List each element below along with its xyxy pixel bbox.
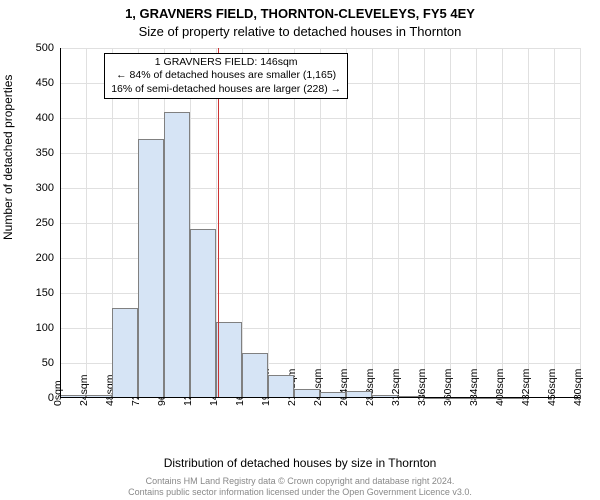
- x-tick-label: 240sqm: [312, 369, 324, 406]
- y-tick-label: 350: [36, 147, 54, 159]
- chart-title-line1: 1, GRAVNERS FIELD, THORNTON-CLEVELEYS, F…: [0, 6, 600, 21]
- x-tick-label: 288sqm: [364, 369, 376, 406]
- y-tick-label: 100: [36, 322, 54, 334]
- x-tick-label: 0sqm: [52, 380, 64, 406]
- footer-copyright-line2: Contains public sector information licen…: [0, 487, 600, 497]
- grid-line-vertical: [86, 48, 87, 398]
- grid-line-vertical: [294, 48, 295, 398]
- histogram-bar: [242, 353, 268, 399]
- grid-line-vertical: [528, 48, 529, 398]
- grid-line-vertical: [450, 48, 451, 398]
- y-tick-label: 500: [36, 42, 54, 54]
- x-tick-label: 24sqm: [78, 374, 90, 406]
- grid-line-vertical: [268, 48, 269, 398]
- histogram-bar: [138, 139, 164, 398]
- histogram-bar: [112, 308, 138, 398]
- y-axis-label: Number of detached properties: [1, 75, 15, 240]
- grid-line-vertical: [502, 48, 503, 398]
- grid-line-vertical: [346, 48, 347, 398]
- grid-line-vertical: [580, 48, 581, 398]
- y-tick-label: 300: [36, 182, 54, 194]
- grid-line-vertical: [242, 48, 243, 398]
- y-tick-label: 450: [36, 77, 54, 89]
- y-tick-label: 50: [42, 357, 54, 369]
- x-axis-label: Distribution of detached houses by size …: [0, 456, 600, 470]
- footer-copyright-line1: Contains HM Land Registry data © Crown c…: [0, 476, 600, 486]
- annotation-line2: ← 84% of detached houses are smaller (1,…: [111, 69, 341, 82]
- reference-line: [218, 48, 219, 398]
- x-tick-label: 456sqm: [546, 369, 558, 406]
- annotation-box: 1 GRAVNERS FIELD: 146sqm← 84% of detache…: [104, 53, 348, 98]
- chart-title-line2: Size of property relative to detached ho…: [0, 24, 600, 39]
- grid-line-vertical: [398, 48, 399, 398]
- grid-line-vertical: [320, 48, 321, 398]
- annotation-line1: 1 GRAVNERS FIELD: 146sqm: [111, 56, 341, 69]
- grid-line-vertical: [476, 48, 477, 398]
- y-tick-label: 150: [36, 287, 54, 299]
- x-tick-label: 312sqm: [390, 369, 402, 406]
- histogram-bar: [216, 322, 242, 398]
- y-tick-label: 400: [36, 112, 54, 124]
- x-tick-label: 264sqm: [338, 369, 350, 406]
- grid-line-vertical: [554, 48, 555, 398]
- y-tick-label: 250: [36, 217, 54, 229]
- x-tick-label: 384sqm: [468, 369, 480, 406]
- annotation-line3: 16% of semi-detached houses are larger (…: [111, 83, 341, 96]
- x-tick-label: 432sqm: [520, 369, 532, 406]
- grid-line-vertical: [372, 48, 373, 398]
- chart-plot-area: 0501001502002503003504004505000sqm24sqm4…: [60, 48, 580, 398]
- y-axis-line: [60, 48, 61, 398]
- x-tick-label: 480sqm: [572, 369, 584, 406]
- y-tick-label: 200: [36, 252, 54, 264]
- grid-line-vertical: [424, 48, 425, 398]
- x-axis-line: [60, 397, 580, 398]
- x-tick-label: 360sqm: [442, 369, 454, 406]
- histogram-bar: [164, 112, 190, 398]
- x-tick-label: 336sqm: [416, 369, 428, 406]
- x-tick-label: 408sqm: [494, 369, 506, 406]
- histogram-bar: [268, 375, 294, 398]
- histogram-bar: [190, 229, 216, 398]
